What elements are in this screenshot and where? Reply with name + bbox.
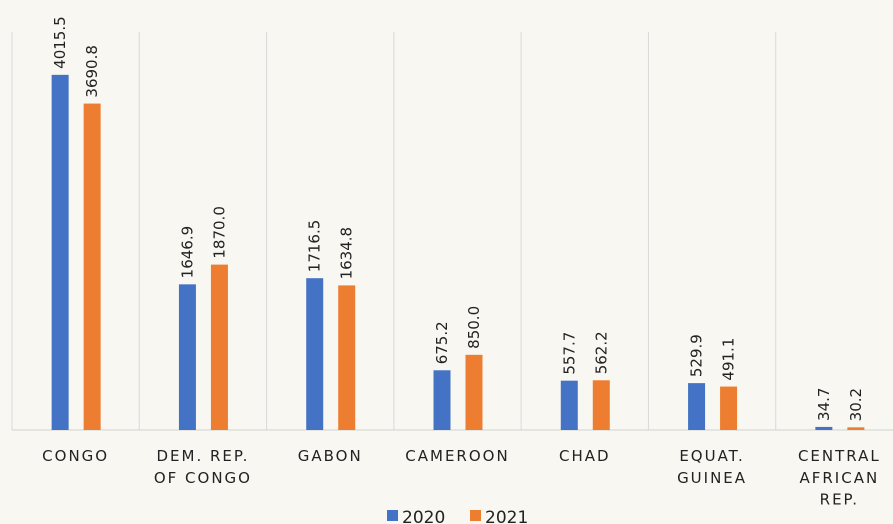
data-label: 1716.5 (306, 220, 324, 273)
bar (83, 103, 101, 430)
x-tick-label: CONGO (42, 447, 109, 465)
legend-swatch (387, 510, 398, 521)
data-label: 3690.8 (83, 45, 101, 97)
data-label: 491.1 (720, 338, 738, 381)
data-label: 529.9 (688, 334, 706, 377)
bar (178, 284, 196, 430)
x-tick-label: CHAD (559, 447, 611, 465)
x-tick-label: CENTRAL AFRICAN REP. (798, 447, 881, 509)
x-tick-label: CAMEROON (405, 447, 509, 465)
data-label: 675.2 (433, 321, 451, 364)
x-tick-label: EQUAT. GUINEA (677, 447, 747, 487)
bar (592, 380, 610, 430)
bar (688, 383, 706, 430)
data-label: 34.7 (815, 388, 833, 421)
bar (465, 354, 483, 430)
x-tick-label: DEM. REP. OF CONGO (154, 447, 252, 487)
bar (560, 380, 578, 430)
legend-label: 2020 (402, 508, 445, 524)
legend-swatch (470, 510, 481, 521)
x-tick-label: GABON (298, 447, 363, 465)
bar (306, 278, 324, 430)
data-label: 4015.5 (51, 16, 69, 69)
bar (720, 386, 738, 430)
bar (338, 285, 356, 430)
data-label: 1870.0 (210, 206, 228, 259)
data-label: 30.2 (847, 388, 865, 421)
bar (815, 426, 833, 430)
bar (210, 264, 228, 430)
data-label: 1646.9 (178, 226, 196, 279)
bar (847, 427, 865, 430)
data-label: 562.2 (592, 331, 610, 374)
data-label: 557.7 (560, 332, 578, 375)
bar (51, 74, 69, 431)
data-label: 850.0 (465, 306, 483, 349)
bar (433, 370, 451, 430)
legend-label: 2021 (485, 508, 528, 524)
data-label: 1634.8 (338, 227, 356, 280)
